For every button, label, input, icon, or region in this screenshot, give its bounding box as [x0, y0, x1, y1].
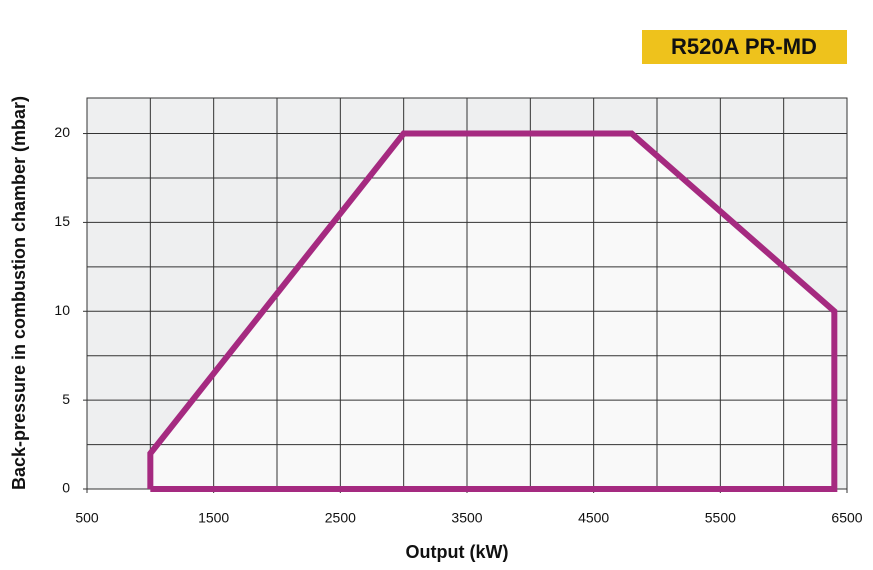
- y-tick-label: 0: [62, 480, 70, 496]
- x-tick-label: 6500: [831, 510, 862, 526]
- x-tick-label: 500: [75, 510, 99, 526]
- x-tick-label: 5500: [705, 510, 736, 526]
- x-tick-label: 2500: [325, 510, 356, 526]
- x-tick-label: 3500: [451, 510, 482, 526]
- y-tick-label: 5: [62, 391, 70, 407]
- x-tick-label: 4500: [578, 510, 609, 526]
- chart-title: R520A PR-MD: [671, 34, 817, 59]
- x-axis-label: Output (kW): [406, 542, 509, 562]
- y-tick-label: 20: [54, 124, 70, 140]
- x-tick-label: 1500: [198, 510, 229, 526]
- y-tick-label: 10: [54, 302, 70, 318]
- working-range-line: [147, 130, 838, 492]
- title-badge: [642, 30, 847, 64]
- y-axis-label: Back-pressure in combustion chamber (mba…: [9, 96, 29, 490]
- y-tick-label: 15: [54, 213, 70, 229]
